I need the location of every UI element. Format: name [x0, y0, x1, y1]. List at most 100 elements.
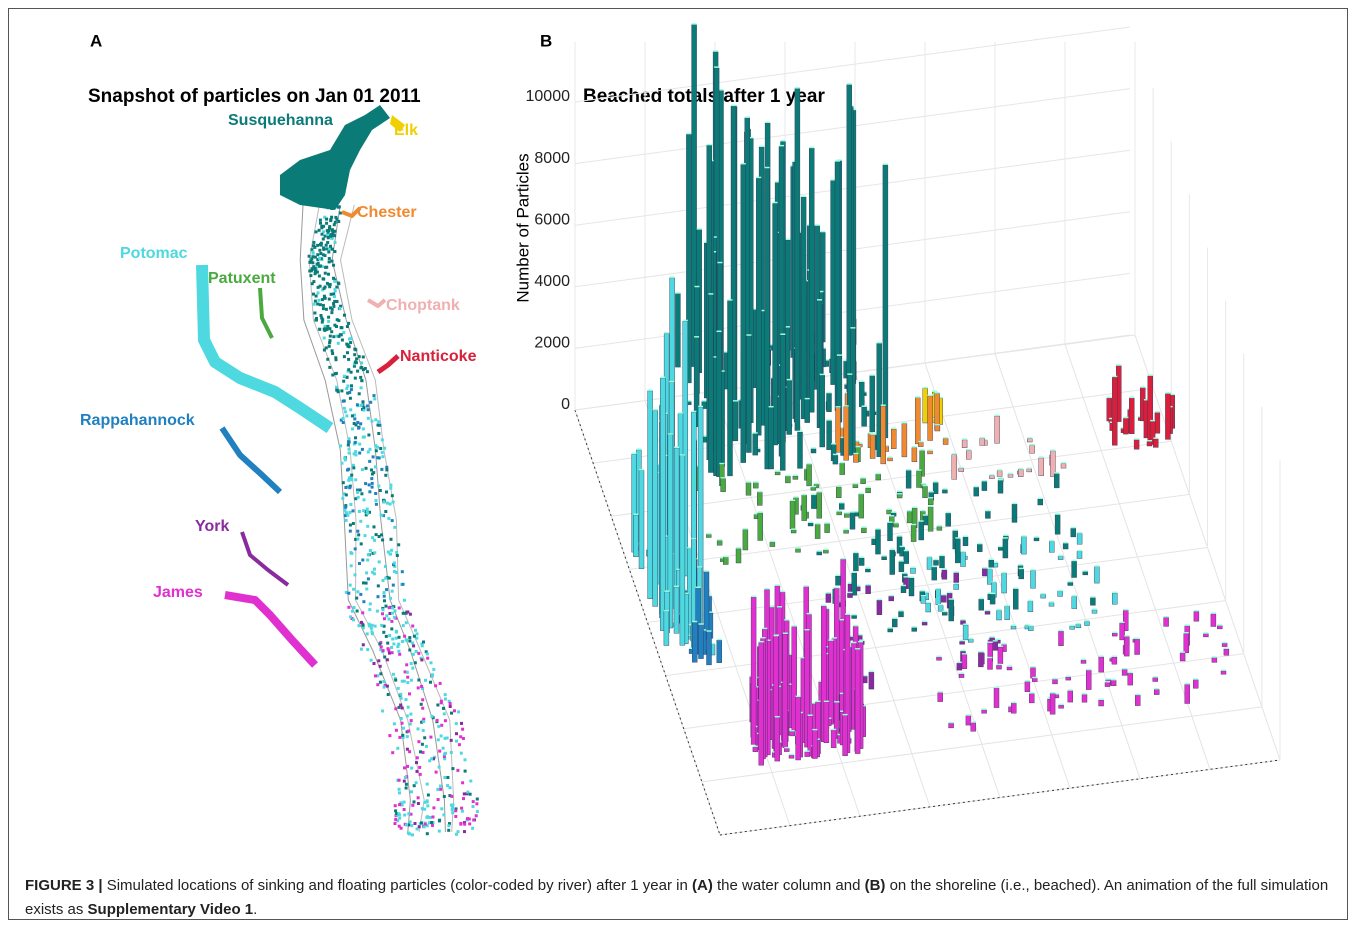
particle: [377, 432, 381, 435]
bar-cap: [945, 511, 951, 514]
bar-cap: [697, 566, 702, 568]
z-tick-label: 8000: [534, 150, 570, 167]
particle: [443, 757, 447, 761]
particle: [347, 467, 351, 471]
particle: [390, 494, 394, 498]
bar: [965, 715, 972, 726]
particle: [366, 553, 370, 557]
bar-cap: [818, 290, 824, 293]
bar-cap: [918, 520, 924, 522]
particle: [330, 349, 334, 353]
particle: [422, 717, 426, 721]
bar-cap: [691, 410, 697, 413]
bar: [1028, 626, 1034, 631]
bar-cap: [933, 558, 939, 561]
particle: [403, 766, 406, 770]
particle: [422, 825, 426, 829]
bar-cap: [840, 710, 846, 712]
particle: [339, 304, 343, 308]
particle: [337, 220, 341, 223]
particle: [380, 467, 384, 471]
bar: [1013, 588, 1019, 610]
particle: [442, 712, 446, 716]
bar-cap: [664, 332, 670, 334]
bar: [740, 164, 746, 463]
bar-cap: [631, 452, 637, 455]
bar-cap: [824, 607, 829, 610]
bar-cap: [859, 639, 865, 641]
particle: [455, 732, 458, 736]
bar-cap: [669, 276, 675, 278]
particle: [347, 605, 351, 609]
bar: [1030, 570, 1036, 589]
particle: [349, 564, 353, 568]
particle: [425, 652, 429, 656]
particle: [426, 793, 430, 797]
bar-cap: [1057, 589, 1063, 592]
particle: [454, 809, 458, 813]
bar-cap: [826, 419, 832, 421]
particle: [422, 720, 426, 723]
bar-cap: [960, 649, 966, 652]
bar-cap: [1013, 587, 1019, 589]
bar-cap: [775, 470, 781, 472]
particle: [423, 822, 427, 826]
bar: [859, 381, 865, 407]
river-label: Elk: [394, 122, 418, 139]
bar: [1112, 592, 1118, 605]
particle: [401, 733, 405, 737]
bar: [996, 665, 1002, 670]
particle: [360, 361, 364, 365]
particle: [450, 711, 453, 715]
bar-cap: [836, 354, 842, 356]
bar-cap: [804, 750, 810, 752]
river-label: Chester: [357, 204, 417, 221]
bar-cap: [906, 469, 912, 471]
particle: [405, 747, 409, 751]
particle: [388, 502, 392, 506]
river-area: [376, 354, 400, 375]
bar-cap: [795, 695, 801, 698]
particle: [348, 510, 352, 514]
particle: [371, 536, 375, 540]
bar-cap: [1065, 675, 1071, 678]
bar-cap: [876, 341, 882, 344]
bar-cap: [1030, 569, 1036, 571]
particle: [322, 336, 326, 340]
particle: [333, 220, 337, 224]
particle: [332, 302, 336, 305]
particle: [357, 624, 361, 628]
particle: [334, 356, 338, 360]
bar-cap: [806, 462, 812, 465]
bar-cap: [997, 469, 1003, 471]
particle: [430, 821, 434, 824]
particle: [381, 579, 385, 582]
particle: [345, 414, 349, 418]
bar: [847, 593, 853, 598]
particle: [360, 620, 363, 624]
particle: [314, 294, 318, 298]
bar: [1153, 689, 1160, 695]
particle: [330, 228, 334, 232]
bar: [1027, 601, 1034, 612]
particle: [377, 560, 381, 564]
bar: [652, 410, 658, 607]
river-area: [196, 264, 334, 433]
bar-cap: [706, 533, 712, 535]
particle: [318, 303, 322, 307]
bar-cap: [691, 23, 697, 25]
bar: [675, 293, 681, 368]
particle: [420, 658, 424, 662]
bar-cap: [692, 620, 698, 623]
caption-ref: Supplementary Video 1: [87, 901, 254, 918]
bar: [966, 450, 972, 460]
particle: [367, 624, 371, 628]
bar: [1033, 537, 1040, 542]
particle: [344, 519, 348, 522]
bar-cap: [952, 529, 958, 531]
bar: [861, 406, 867, 427]
particle: [340, 338, 344, 342]
bar: [1223, 648, 1230, 656]
bar: [985, 511, 991, 519]
bar-cap: [992, 640, 998, 642]
